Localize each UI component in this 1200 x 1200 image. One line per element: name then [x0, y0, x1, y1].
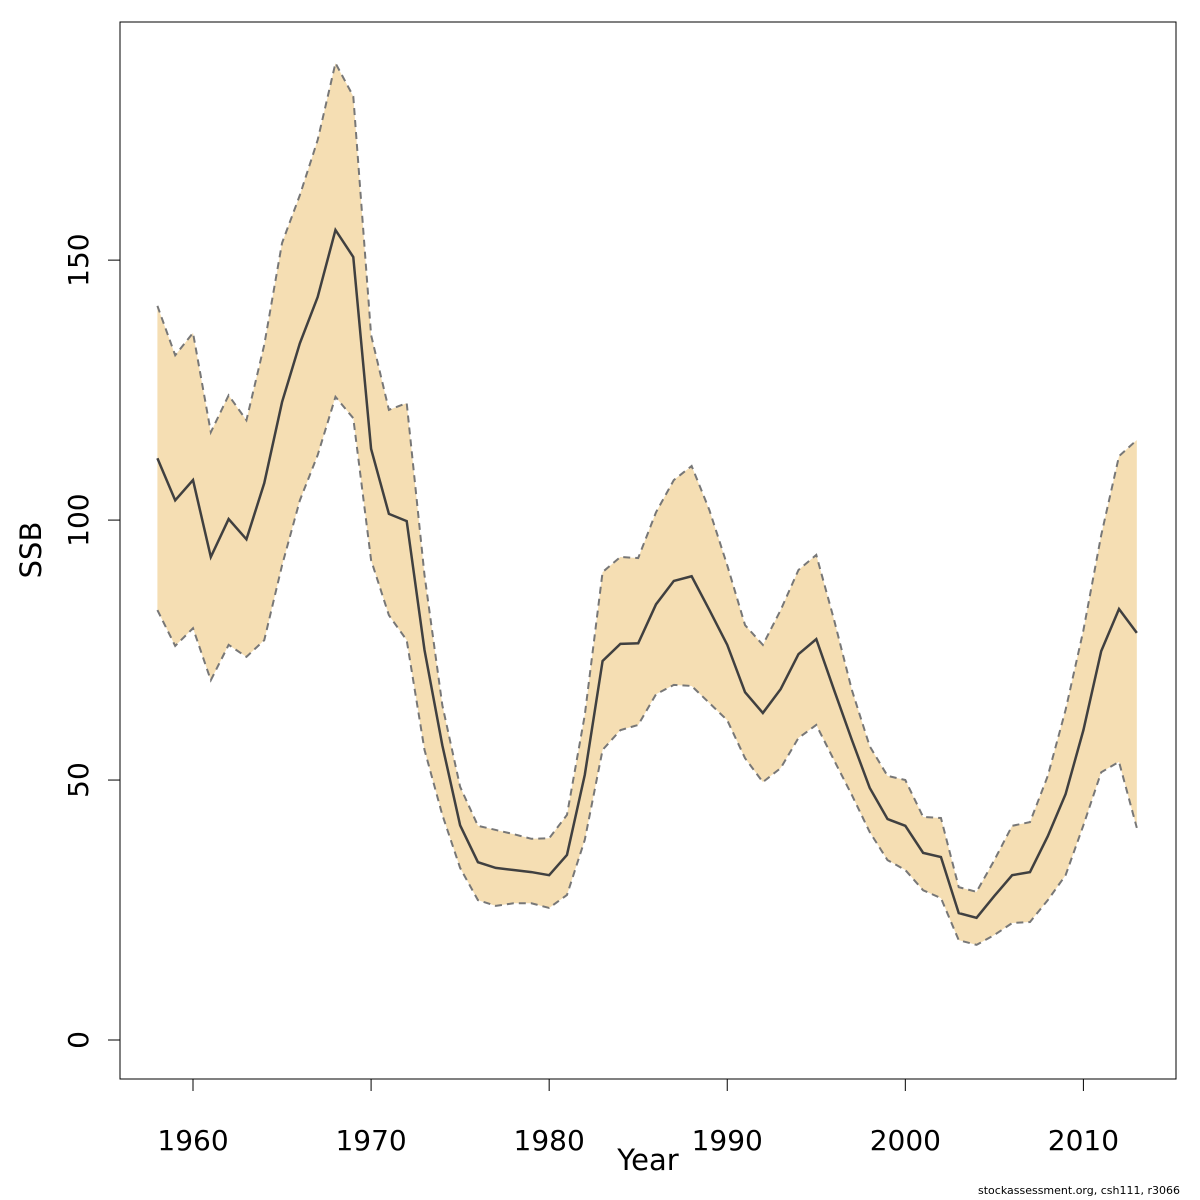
y-tick-label: 100: [62, 493, 95, 546]
x-tick-label: 2010: [1048, 1124, 1119, 1157]
lower-bound: [156, 394, 1138, 946]
x-tick-label: 1980: [514, 1124, 585, 1157]
y-axis-label: SSB: [14, 522, 48, 579]
upper-bound: [156, 60, 1138, 893]
y-tick-label: 150: [62, 233, 95, 286]
x-axis-label: Year: [616, 1143, 678, 1177]
x-tick-label: 2000: [870, 1124, 941, 1157]
confidence-band: [157, 63, 1137, 945]
y-tick-label: 0: [62, 1031, 95, 1049]
x-tick-label: 1960: [157, 1124, 228, 1157]
ssb-line: [156, 226, 1138, 920]
footer: stockassessment.org, csh111, r3066: [978, 1184, 1180, 1197]
x-tick-label: 1970: [335, 1124, 406, 1157]
x-tick-label: 1990: [692, 1124, 763, 1157]
y-tick-label: 50: [62, 762, 95, 798]
plot-frame: [119, 21, 1177, 1080]
